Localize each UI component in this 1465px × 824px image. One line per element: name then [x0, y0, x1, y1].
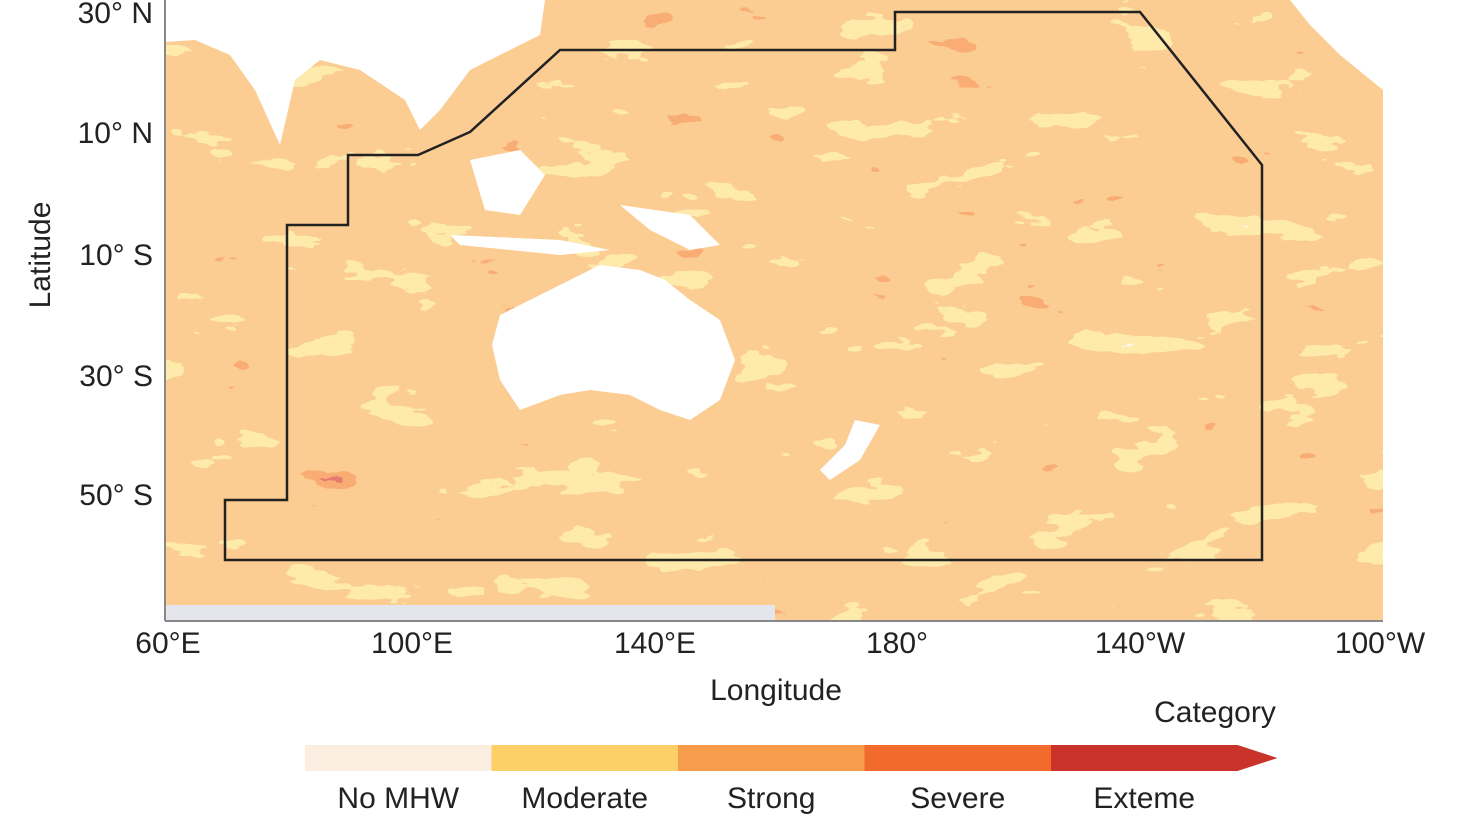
java-land — [450, 235, 610, 255]
antarctica-land — [165, 605, 775, 620]
america-land — [1290, 0, 1383, 90]
x-tick-label: 140°W — [1095, 627, 1186, 660]
legend-label: Severe — [910, 782, 1005, 815]
x-tick-label: 180° — [866, 627, 928, 660]
legend-label: Strong — [727, 782, 815, 815]
x-tick-label: 100°E — [371, 627, 453, 660]
legend-swatch — [491, 745, 679, 771]
legend-label: Exteme — [1093, 782, 1195, 815]
legend-swatch — [305, 745, 492, 771]
y-tick-label: 10° N — [78, 117, 153, 150]
y-tick-label: 30° N — [78, 0, 153, 30]
legend-swatch — [678, 745, 865, 771]
x-tick-label: 100°W — [1335, 627, 1426, 660]
legend-label: No MHW — [337, 782, 459, 815]
new-guinea-land — [620, 205, 720, 250]
dynamic-layer: 30° N 10° N 10° S 30° S 50° S 60°E 100°E 140°E 1… — [78, 0, 1426, 815]
new-zealand-land — [820, 420, 880, 480]
legend-swatch — [1051, 745, 1278, 771]
asia-land — [165, 0, 545, 145]
x-tick-label: 140°E — [614, 627, 696, 660]
y-tick-label: 50° S — [79, 479, 153, 512]
legend-label: Moderate — [521, 782, 648, 815]
y-tick-label: 30° S — [79, 360, 153, 393]
borneo-land — [470, 150, 545, 215]
australia-land — [492, 265, 735, 420]
heatwave-field — [165, 0, 1383, 620]
region-outline — [223, 10, 1264, 562]
x-axis-title: Longitude — [710, 674, 842, 707]
legend-swatch — [864, 745, 1052, 771]
legend-title: Category — [1154, 696, 1276, 729]
y-axis-title: Latitude — [24, 202, 57, 309]
y-tick-label: 10° S — [79, 239, 153, 272]
map-area — [165, 0, 1383, 620]
x-tick-label: 60°E — [135, 627, 200, 660]
